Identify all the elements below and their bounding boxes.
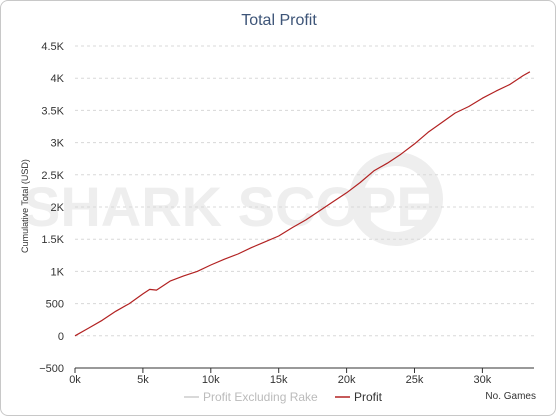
y-tick-label: 500 [46,299,64,311]
legend-item-profit-excluding-rake[interactable]: Profit Excluding Rake [184,390,318,404]
series-layer [74,71,531,337]
x-tick-label: 5k [137,374,149,386]
legend-label-profit-excluding-rake: Profit Excluding Rake [203,390,318,404]
y-tick-label: 4K [51,73,65,85]
y-tick-label: 3K [51,138,65,150]
x-tick-label: 0k [69,374,81,386]
x-tick-label: 30k [474,374,492,386]
x-tick-label: 15k [270,374,288,386]
x-axis-label: No. Games [485,391,536,402]
x-tick-label: 25k [406,374,424,386]
chart-title: Total Profit [241,12,317,29]
legend-item-profit[interactable]: Profit [335,390,383,404]
grid [75,45,534,337]
y-tick-label: 3.5K [41,105,64,117]
y-tick-label: −500 [39,363,64,375]
y-tick-label: 2K [51,202,65,214]
y-axis-label: Cumulative Total (USD) [20,159,30,253]
y-tick-label: 2.5K [41,170,64,182]
series-line-profit[interactable] [74,71,531,337]
y-axis-ticks: −500 0 500 1K 1.5K 2K 2.5K 3K 3.5K 4K 4.5K [39,41,64,375]
legend-label-profit: Profit [354,390,383,404]
x-axis-ticks: 0k 5k 10k 15k 20k 25k 30k [69,368,492,386]
x-tick-label: 20k [338,374,356,386]
y-tick-label: 1K [51,266,65,278]
legend: Profit Excluding Rake Profit [184,390,383,404]
y-tick-label: 0 [58,331,64,343]
y-tick-label: 1.5K [41,234,64,246]
x-tick-label: 10k [202,374,220,386]
y-tick-label: 4.5K [41,41,64,53]
